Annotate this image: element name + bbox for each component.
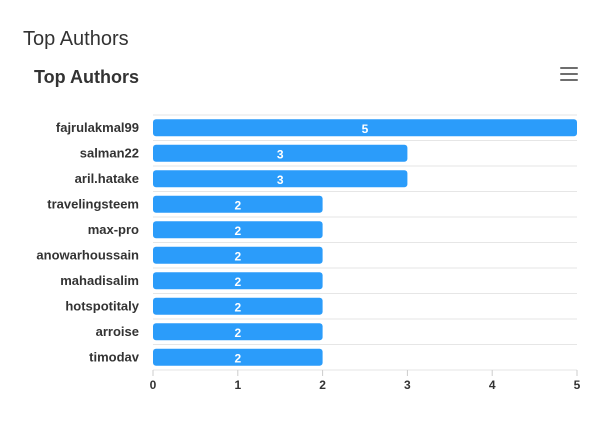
x-tick-label: 0 <box>150 378 157 392</box>
data-label: 2 <box>234 326 241 340</box>
bar <box>153 246 323 264</box>
bar-chart: 0 1 2 3 4 5 fajrulakmal99 5 salman22 3 aril.hatake… <box>36 114 581 392</box>
x-tick-label: 2 <box>319 378 326 392</box>
x-tick-label: 4 <box>489 378 496 392</box>
bar <box>153 323 323 341</box>
bar <box>153 119 577 137</box>
data-label: 3 <box>277 147 284 161</box>
category-label: travelingsteem <box>47 196 139 211</box>
x-tick-label: 1 <box>234 378 241 392</box>
chart-container: 0 1 2 3 4 5 fajrulakmal99 5 salman22 3 aril.hatake… <box>0 52 612 448</box>
bar <box>153 144 408 162</box>
bar <box>153 221 323 239</box>
category-label: max-pro <box>88 222 139 237</box>
bar <box>153 170 408 188</box>
x-tick-label: 3 <box>404 378 411 392</box>
bar <box>153 272 323 290</box>
data-label: 2 <box>234 249 241 263</box>
data-label: 3 <box>277 173 284 187</box>
bar <box>153 348 323 366</box>
x-tick-label: 5 <box>574 378 581 392</box>
category-label: fajrulakmal99 <box>56 120 139 135</box>
chart-title: Top Authors <box>34 67 139 87</box>
category-label: timodav <box>89 349 140 364</box>
data-label: 2 <box>234 351 241 365</box>
data-label: 2 <box>234 275 241 289</box>
data-label: 2 <box>234 224 241 238</box>
category-label: aril.hatake <box>75 171 139 186</box>
category-label: mahadisalim <box>60 273 139 288</box>
hamburger-menu-icon[interactable] <box>560 67 578 81</box>
data-label: 2 <box>234 300 241 314</box>
data-label: 5 <box>362 122 369 136</box>
data-label: 2 <box>234 198 241 212</box>
category-label: hotspotitaly <box>65 298 139 313</box>
category-label: salman22 <box>80 145 139 160</box>
bar <box>153 297 323 315</box>
category-label: anowarhoussain <box>36 247 139 262</box>
panel-title: Top Authors <box>23 28 129 50</box>
category-label: arroise <box>96 324 139 339</box>
bar <box>153 195 323 213</box>
